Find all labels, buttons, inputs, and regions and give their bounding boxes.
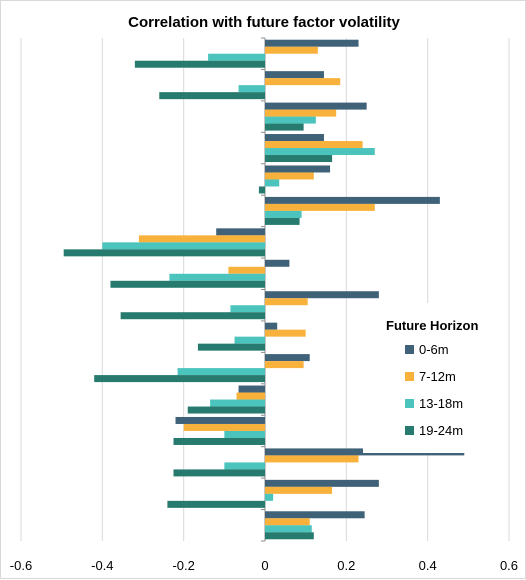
bars bbox=[63, 39, 465, 540]
bar-19-24m-3 bbox=[265, 123, 304, 131]
bar-19-24m-14 bbox=[173, 469, 265, 477]
bar-0-6m-11 bbox=[265, 354, 310, 362]
x-tick-label: -0.2 bbox=[172, 558, 194, 573]
bar-13-18m-4 bbox=[265, 148, 375, 156]
bar-19-24m-11 bbox=[94, 375, 265, 383]
bar-13-18m-10 bbox=[234, 336, 265, 344]
bar-19-24m-12 bbox=[187, 406, 265, 414]
bar-7-12m-2 bbox=[265, 78, 341, 86]
x-tick-label: -0.6 bbox=[10, 558, 32, 573]
bar-0-6m-7 bbox=[216, 228, 265, 236]
legend-swatch-7-12m bbox=[405, 372, 414, 381]
legend-swatch-19-24m bbox=[405, 426, 414, 435]
x-tick-label: -0.4 bbox=[91, 558, 113, 573]
bar-0-6m-12 bbox=[238, 385, 265, 393]
legend-label-0-6m: 0-6m bbox=[419, 342, 449, 357]
bar-0-6m-5 bbox=[265, 165, 331, 173]
bar-7-12m-13 bbox=[183, 423, 265, 431]
legend-label-19-24m: 19-24m bbox=[419, 423, 463, 438]
x-axis: -0.6 -0.4 -0.2 0 0.2 0.4 0.6 bbox=[10, 558, 518, 573]
bar-19-24m-4 bbox=[265, 155, 333, 163]
bar-0-6m-4 bbox=[265, 134, 324, 142]
bar-13-18m-14 bbox=[224, 462, 265, 470]
x-tick-label: 0 bbox=[261, 558, 268, 573]
bar-13-18m-16 bbox=[265, 525, 312, 533]
x-tick-label: 0.4 bbox=[419, 558, 437, 573]
bar-0-6m-8 bbox=[265, 259, 290, 267]
bar-7-12m-7 bbox=[138, 235, 265, 243]
bar-13-18m-12 bbox=[210, 399, 265, 407]
bar-19-24m-7 bbox=[63, 249, 266, 257]
legend-label-7-12m: 7-12m bbox=[419, 369, 456, 384]
bar-7-12m-5 bbox=[265, 172, 314, 180]
bar-19-24m-5 bbox=[258, 186, 265, 194]
bar-19-24m-16 bbox=[265, 532, 314, 540]
chart-title: Correlation with future factor volatilit… bbox=[128, 14, 400, 31]
bar-7-12m-1 bbox=[265, 46, 318, 54]
legend-title: Future Horizon bbox=[386, 318, 478, 333]
bar-13-18m-2 bbox=[238, 85, 265, 93]
bar-13-18m-6 bbox=[265, 210, 302, 218]
bar-13-18m-8 bbox=[169, 273, 265, 281]
bar-19-24m-8 bbox=[110, 280, 265, 288]
bar-13-18m-1 bbox=[208, 53, 265, 61]
bar-13-18m-3 bbox=[265, 116, 316, 124]
bar-13-18m-13 bbox=[224, 430, 265, 438]
bar-7-12m-16 bbox=[265, 518, 310, 526]
bar-13-18m-5 bbox=[265, 179, 280, 187]
legend-swatch-0-6m bbox=[405, 345, 414, 354]
bar-19-24m-6 bbox=[265, 217, 300, 225]
bar-7-12m-12 bbox=[236, 392, 265, 400]
bar-19-24m-15 bbox=[167, 500, 265, 508]
bar-0-6m-2 bbox=[265, 71, 324, 79]
legend: Future Horizon 0-6m 7-12m 13-18m 19-24m bbox=[363, 303, 498, 453]
bar-0-6m-3 bbox=[265, 102, 367, 110]
legend-background bbox=[363, 303, 498, 453]
bar-13-18m-9 bbox=[230, 305, 265, 313]
legend-swatch-13-18m bbox=[405, 399, 414, 408]
x-tick-label: 0.2 bbox=[337, 558, 355, 573]
bar-7-12m-6 bbox=[265, 203, 375, 211]
bar-7-12m-15 bbox=[265, 486, 333, 494]
bar-0-6m-10 bbox=[265, 322, 278, 330]
bar-19-24m-1 bbox=[134, 60, 265, 68]
bar-0-6m-6 bbox=[265, 196, 440, 204]
bar-7-12m-14 bbox=[265, 455, 359, 463]
bar-0-6m-16 bbox=[265, 511, 365, 519]
bar-0-6m-1 bbox=[265, 39, 359, 47]
bar-13-18m-7 bbox=[102, 242, 265, 250]
legend-label-13-18m: 13-18m bbox=[419, 396, 463, 411]
bar-7-12m-3 bbox=[265, 109, 337, 117]
bar-7-12m-9 bbox=[265, 298, 308, 306]
bar-19-24m-9 bbox=[120, 312, 265, 320]
bar-19-24m-10 bbox=[197, 343, 265, 351]
bar-7-12m-10 bbox=[265, 329, 306, 337]
bar-0-6m-13 bbox=[175, 416, 265, 424]
bar-0-6m-15 bbox=[265, 479, 379, 487]
x-tick-label: 0.6 bbox=[500, 558, 518, 573]
bar-7-12m-8 bbox=[228, 266, 265, 274]
bar-13-18m-15 bbox=[265, 493, 274, 501]
bar-19-24m-2 bbox=[159, 92, 265, 100]
bar-13-18m-11 bbox=[177, 368, 265, 376]
bar-7-12m-4 bbox=[265, 141, 363, 149]
bar-7-12m-11 bbox=[265, 361, 304, 369]
bar-19-24m-13 bbox=[173, 437, 265, 445]
bar-0-6m-9 bbox=[265, 291, 379, 299]
